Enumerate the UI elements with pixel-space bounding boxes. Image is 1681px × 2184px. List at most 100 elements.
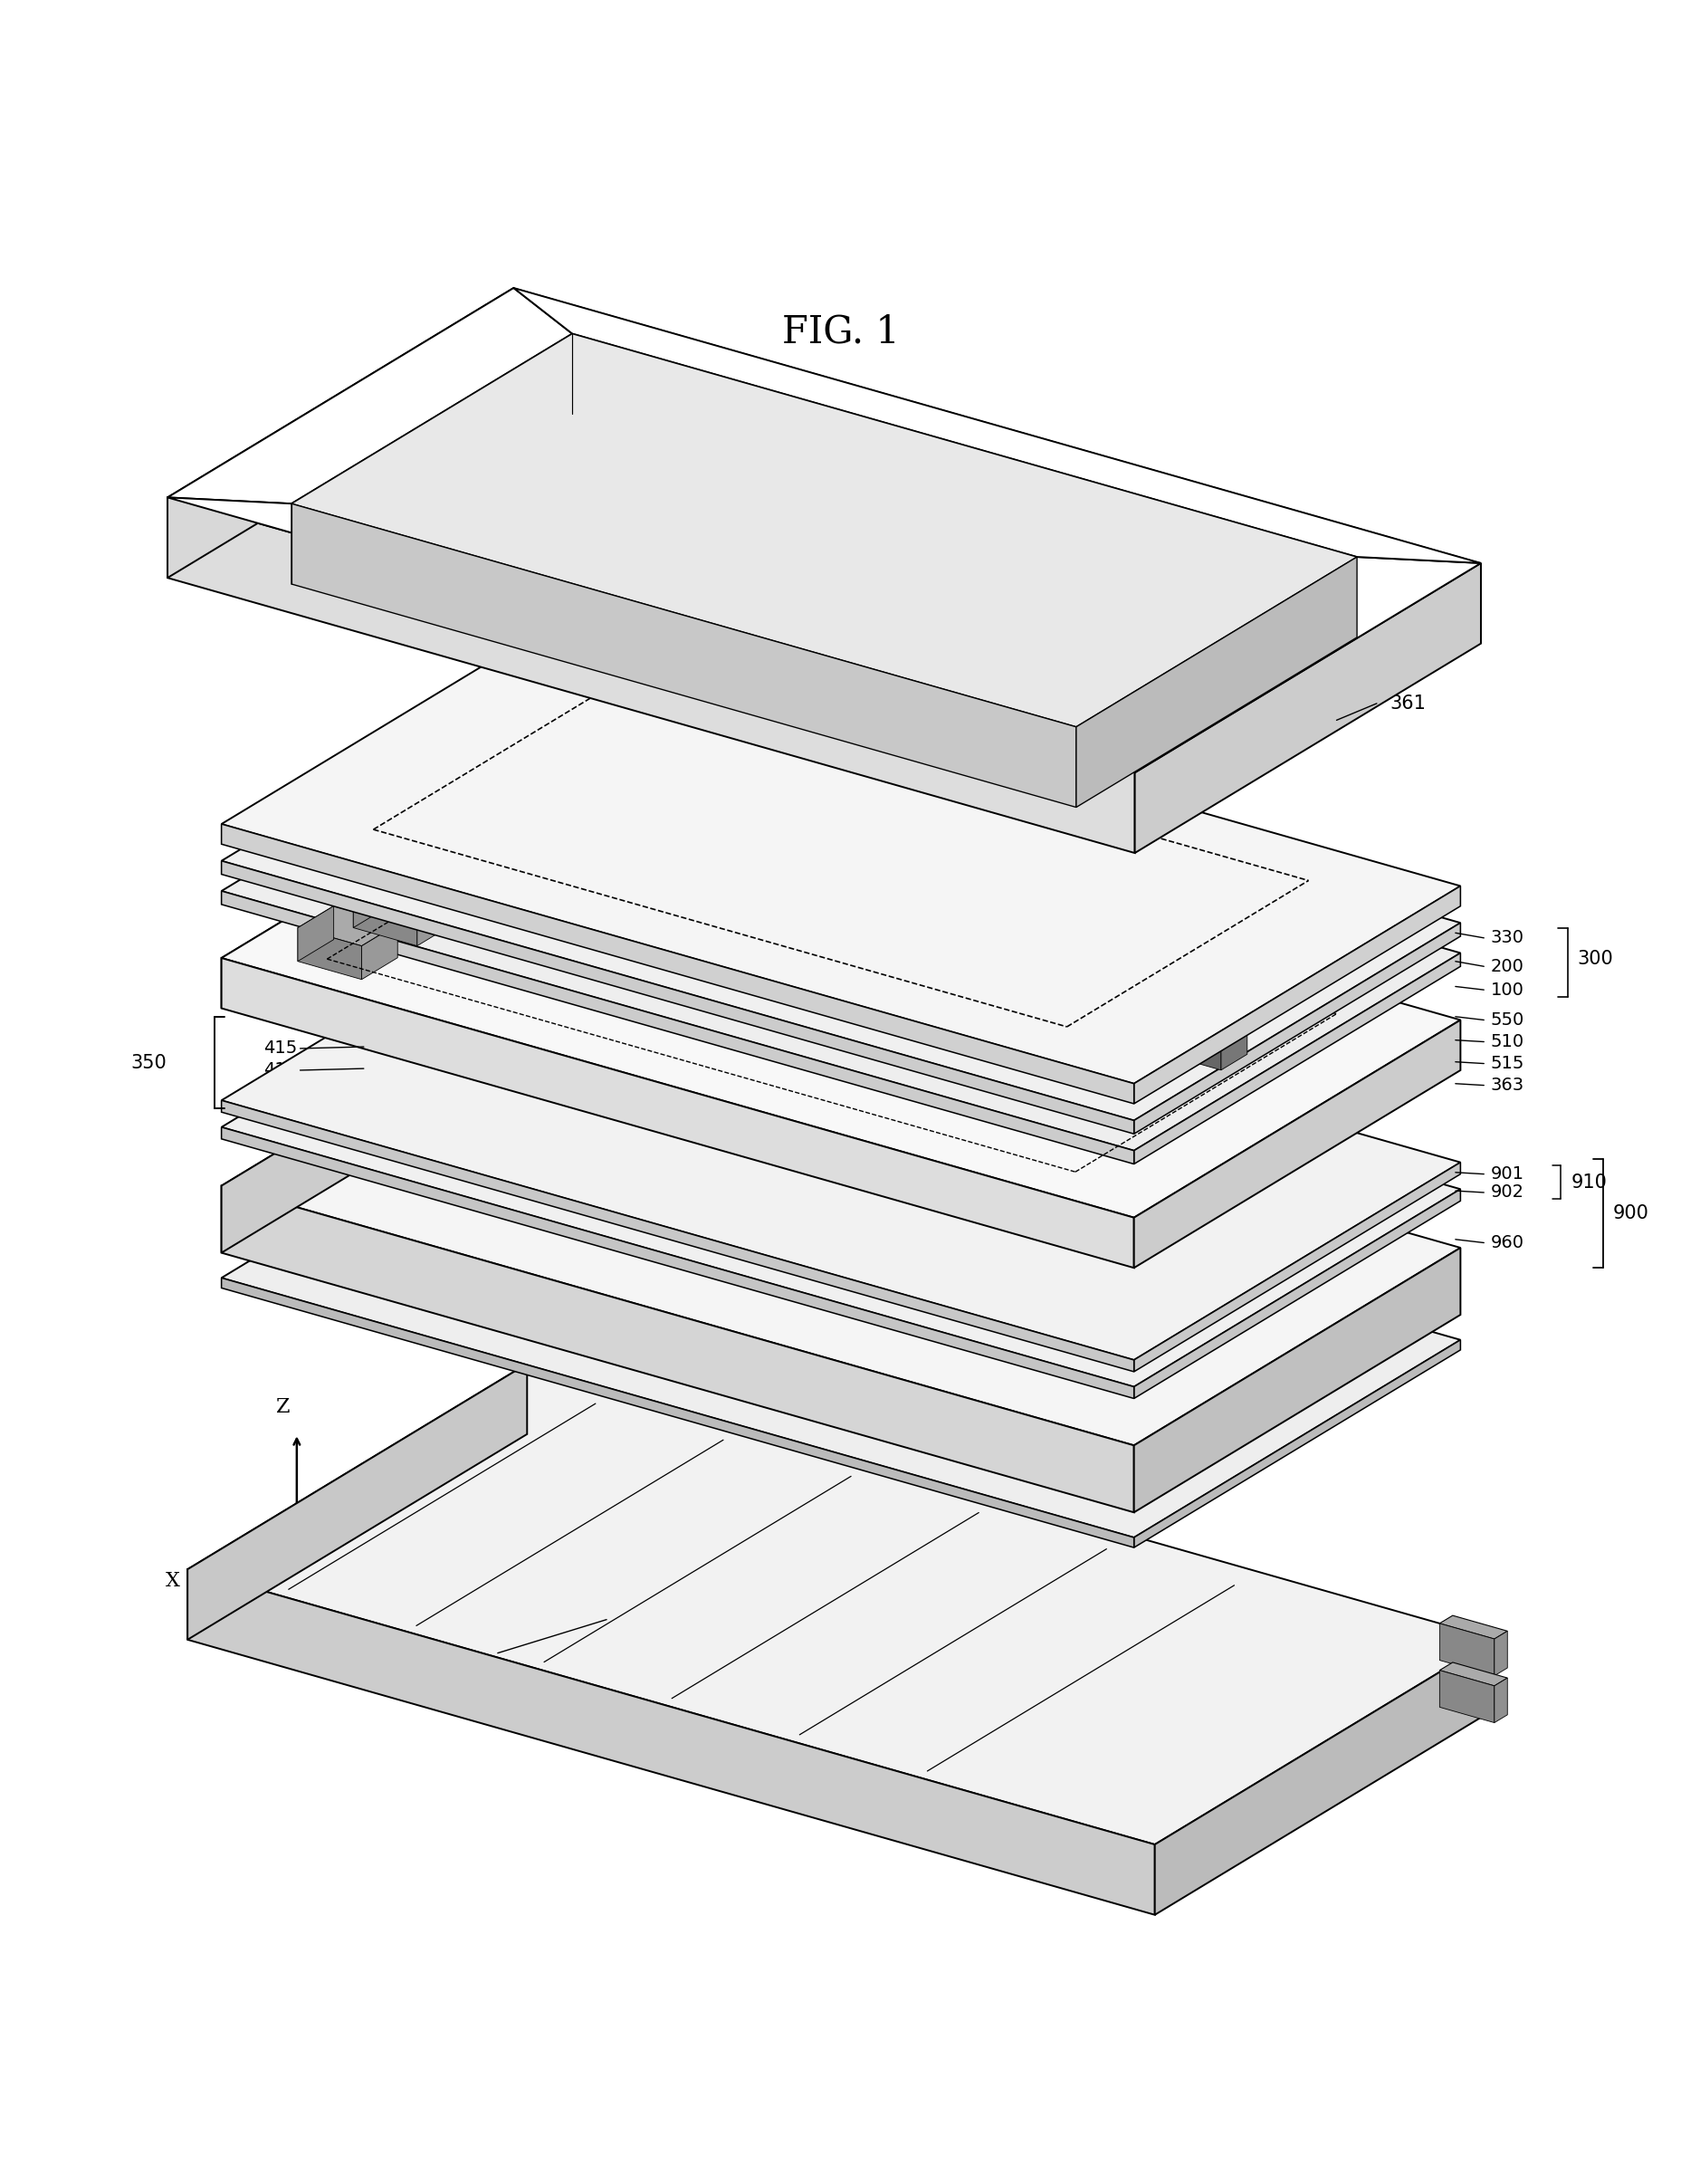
Polygon shape — [513, 288, 1479, 563]
Polygon shape — [975, 1029, 1049, 1057]
Polygon shape — [491, 891, 514, 935]
Polygon shape — [188, 1570, 1155, 1915]
Polygon shape — [1133, 1188, 1459, 1398]
Text: 510: 510 — [1489, 1033, 1523, 1051]
Polygon shape — [956, 941, 1032, 972]
Polygon shape — [222, 1101, 1133, 1372]
Text: 900: 900 — [1612, 1203, 1647, 1223]
Polygon shape — [298, 928, 361, 978]
Polygon shape — [168, 288, 513, 579]
Polygon shape — [1133, 1162, 1459, 1372]
Polygon shape — [1064, 972, 1140, 1002]
Polygon shape — [761, 981, 812, 1026]
Polygon shape — [361, 924, 397, 978]
Polygon shape — [793, 895, 819, 948]
Text: 350: 350 — [131, 1053, 166, 1072]
Text: 220: 220 — [580, 878, 615, 898]
Polygon shape — [1439, 1662, 1506, 1686]
Polygon shape — [812, 981, 835, 1026]
Polygon shape — [1493, 1677, 1506, 1723]
Polygon shape — [1133, 952, 1459, 1164]
Polygon shape — [222, 1186, 1133, 1511]
Polygon shape — [168, 498, 1135, 854]
Polygon shape — [188, 1363, 526, 1640]
Polygon shape — [1133, 1339, 1459, 1548]
Text: 100: 100 — [1489, 981, 1523, 998]
Polygon shape — [464, 806, 499, 860]
Polygon shape — [1083, 1072, 1133, 1116]
Polygon shape — [222, 987, 1459, 1446]
Text: X: X — [165, 1570, 180, 1590]
Polygon shape — [408, 839, 444, 893]
Polygon shape — [168, 498, 1135, 773]
Polygon shape — [580, 834, 605, 887]
Polygon shape — [1170, 1002, 1247, 1033]
Polygon shape — [1220, 1018, 1247, 1070]
Text: 415: 415 — [262, 1040, 296, 1057]
Polygon shape — [686, 865, 713, 917]
Polygon shape — [417, 891, 452, 946]
Text: 330: 330 — [1489, 930, 1523, 946]
Polygon shape — [530, 821, 605, 852]
Text: FIG. 1: FIG. 1 — [782, 312, 899, 352]
Polygon shape — [291, 334, 1357, 727]
Polygon shape — [298, 906, 397, 946]
Polygon shape — [298, 906, 333, 961]
Polygon shape — [1133, 924, 1459, 1133]
Polygon shape — [1155, 1638, 1493, 1915]
Polygon shape — [1076, 557, 1479, 773]
Text: 362: 362 — [434, 1645, 471, 1662]
Polygon shape — [353, 871, 388, 928]
Polygon shape — [528, 823, 563, 878]
Polygon shape — [353, 871, 452, 913]
Polygon shape — [1439, 1671, 1493, 1723]
Polygon shape — [656, 950, 704, 996]
Polygon shape — [869, 998, 941, 1026]
Polygon shape — [656, 937, 728, 965]
Polygon shape — [464, 806, 563, 845]
Polygon shape — [530, 836, 580, 887]
Text: 550: 550 — [1489, 1011, 1523, 1029]
Text: 200: 200 — [1489, 959, 1523, 974]
Polygon shape — [1439, 1616, 1506, 1638]
Text: 960: 960 — [1489, 1234, 1523, 1251]
Polygon shape — [513, 288, 1479, 644]
Polygon shape — [1025, 1042, 1049, 1085]
Polygon shape — [1133, 1247, 1459, 1511]
Text: 910: 910 — [1570, 1173, 1607, 1192]
Polygon shape — [222, 930, 1459, 1387]
Polygon shape — [222, 987, 548, 1254]
Polygon shape — [598, 922, 620, 965]
Polygon shape — [975, 1042, 1025, 1085]
Polygon shape — [548, 906, 620, 935]
Polygon shape — [408, 860, 472, 913]
Polygon shape — [635, 852, 713, 880]
Polygon shape — [851, 928, 899, 978]
Polygon shape — [743, 882, 819, 911]
Polygon shape — [472, 856, 508, 913]
Polygon shape — [1083, 1059, 1155, 1088]
Polygon shape — [222, 959, 1133, 1269]
Polygon shape — [761, 968, 835, 996]
Polygon shape — [1493, 1631, 1506, 1675]
Text: Y: Y — [414, 1570, 427, 1590]
Text: Z: Z — [276, 1398, 291, 1417]
Polygon shape — [899, 926, 926, 978]
Polygon shape — [869, 1011, 918, 1055]
Polygon shape — [440, 889, 491, 935]
Polygon shape — [353, 893, 417, 946]
Polygon shape — [1007, 957, 1032, 1009]
Text: 363: 363 — [1489, 1077, 1523, 1094]
Text: 902: 902 — [1489, 1184, 1523, 1201]
Polygon shape — [168, 288, 572, 505]
Polygon shape — [1076, 557, 1357, 808]
Polygon shape — [1113, 987, 1140, 1040]
Polygon shape — [222, 1127, 1133, 1398]
Text: 901: 901 — [1489, 1166, 1523, 1184]
Polygon shape — [956, 959, 1007, 1009]
Polygon shape — [222, 823, 1133, 1103]
Text: 300: 300 — [1577, 950, 1612, 968]
Polygon shape — [222, 664, 1459, 1120]
Polygon shape — [1135, 563, 1479, 854]
Polygon shape — [743, 898, 793, 948]
